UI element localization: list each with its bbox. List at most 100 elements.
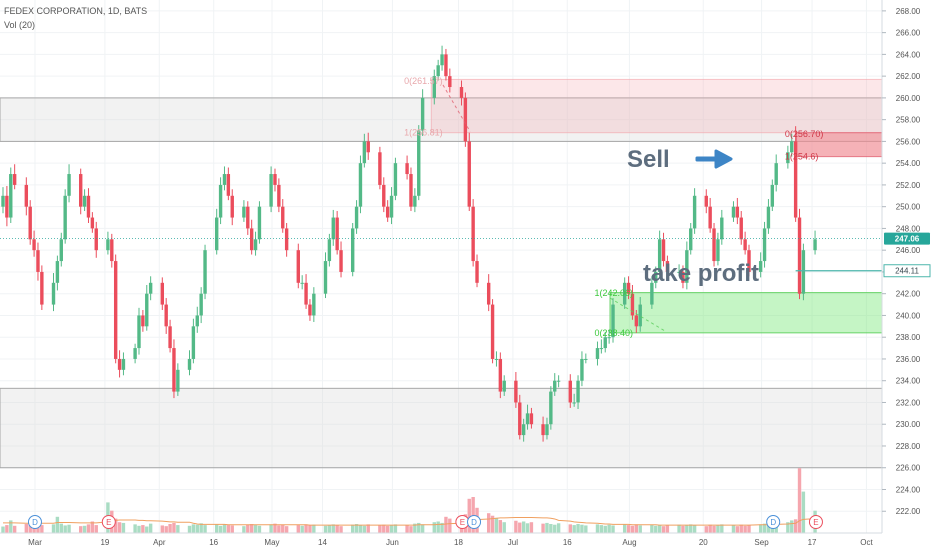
candle: [331, 209, 335, 246]
volume-bar: [308, 525, 312, 533]
candle-body: [743, 239, 747, 251]
candle-body: [549, 391, 553, 425]
volume-bar: [113, 518, 118, 533]
candle: [797, 208, 802, 300]
volume-bar: [638, 525, 642, 533]
volume-bar: [716, 525, 720, 533]
candle: [222, 166, 227, 191]
candle-body: [67, 174, 71, 196]
sell-label: Sell: [627, 146, 670, 173]
candle-body: [720, 217, 724, 240]
candle: [708, 197, 712, 233]
candle: [417, 125, 421, 201]
candle: [59, 232, 63, 267]
candle-body: [199, 293, 203, 316]
y-axis: 222.00 224.00 226.00 228.00 230.00 232.00 234.…: [881, 0, 932, 550]
y-tick-label: 264.00: [896, 50, 921, 59]
volume-bar: [793, 519, 798, 533]
candle: [622, 277, 627, 309]
volume-bar: [549, 524, 553, 533]
candle: [766, 199, 771, 234]
candle: [12, 164, 17, 190]
candle-body: [358, 163, 363, 207]
candle-body: [51, 282, 56, 305]
candle: [106, 231, 110, 255]
volume-bar: [692, 525, 697, 533]
volume-bar: [514, 520, 518, 533]
candle-body: [712, 228, 716, 262]
volume-bar: [148, 523, 153, 533]
volume-bar: [735, 526, 740, 533]
candle-body: [436, 65, 440, 77]
candle-body: [253, 239, 258, 251]
candle: [603, 331, 607, 353]
y-tick-label: 266.00: [896, 29, 921, 38]
candle-body: [113, 261, 118, 359]
candle-body: [40, 271, 44, 305]
volume-bar: [553, 524, 557, 533]
volume-bar: [90, 521, 95, 533]
candle: [168, 319, 172, 353]
candle-body: [716, 239, 720, 262]
volume-bar: [584, 525, 588, 533]
volume-bar: [661, 526, 666, 533]
candle: [40, 265, 44, 311]
volume-bar: [249, 524, 254, 533]
volume-bar: [366, 524, 370, 533]
candle-body: [24, 184, 29, 207]
candle-body: [257, 206, 262, 240]
fib-label: 1(242.06): [594, 288, 633, 298]
event-marker-label: E: [813, 518, 818, 527]
candle: [366, 132, 370, 160]
candle: [576, 375, 580, 409]
candle-body: [603, 337, 607, 349]
volume-bar: [393, 524, 398, 533]
zone-gray: [0, 97, 883, 142]
candle-body: [160, 282, 165, 305]
volume-bar: [486, 513, 491, 533]
candle-body: [692, 195, 697, 229]
candle: [339, 241, 343, 278]
x-tick-label: 17: [808, 538, 817, 547]
dividend-marker: D: [27, 515, 42, 529]
candle-body: [218, 184, 223, 218]
candle: [475, 254, 479, 288]
volume-bar: [665, 525, 670, 533]
candle-body: [172, 348, 176, 392]
volume-bar: [689, 524, 693, 533]
candle: [308, 299, 312, 321]
candle-body: [141, 315, 145, 327]
candle-body: [168, 326, 172, 349]
candle-body: [339, 250, 343, 272]
candle-body: [681, 271, 685, 283]
candle-body: [770, 184, 775, 207]
candle-body: [36, 250, 40, 272]
candle-body: [580, 358, 584, 381]
candle-body: [654, 271, 658, 283]
candle-body: [246, 206, 250, 229]
candle: [735, 197, 740, 225]
candle-body: [405, 163, 409, 175]
candle-body: [9, 174, 13, 218]
volume-bar: [24, 524, 29, 533]
candle-body: [230, 195, 234, 218]
candle-body: [471, 206, 475, 262]
volume-bar: [797, 468, 802, 533]
candle: [677, 264, 681, 277]
y-tick-label: 252.00: [896, 181, 921, 190]
candle-body: [354, 206, 359, 229]
volume-bar: [32, 526, 36, 533]
candle-body: [758, 261, 763, 272]
volume-bar: [801, 491, 806, 533]
zone-green: [609, 292, 883, 334]
candle-body: [110, 239, 114, 262]
candle-body: [63, 195, 67, 240]
candle: [218, 177, 223, 225]
x-tick-label: Aug: [622, 538, 636, 547]
volume-bar: [385, 525, 390, 533]
candle-body: [790, 141, 794, 153]
volume-bar: [28, 522, 32, 533]
candle-body: [409, 174, 413, 207]
